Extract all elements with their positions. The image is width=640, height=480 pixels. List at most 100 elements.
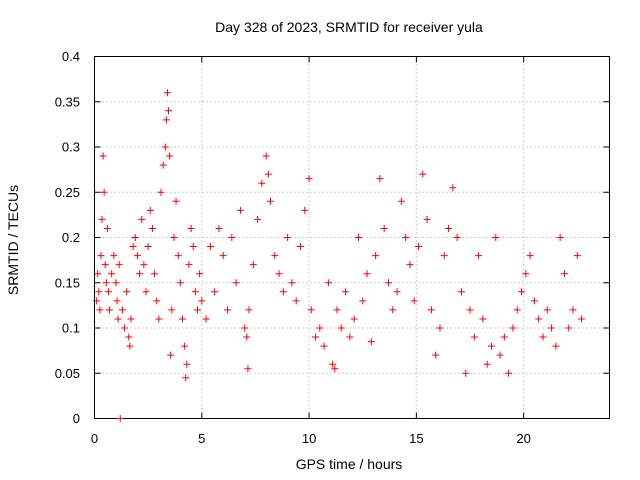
data-point [153, 297, 161, 305]
data-point [106, 306, 114, 314]
data-point [453, 234, 461, 241]
data-point [363, 270, 371, 278]
data-point [202, 315, 210, 323]
y-tick-label: 0.1 [62, 321, 80, 336]
data-point [99, 152, 107, 160]
data-point [146, 206, 154, 214]
gridlines [94, 56, 610, 419]
data-point [470, 333, 478, 341]
data-point [432, 351, 440, 359]
data-point [168, 306, 176, 314]
data-point [359, 297, 367, 305]
data-point [228, 234, 236, 241]
data-point [114, 315, 122, 323]
data-point [423, 215, 431, 223]
data-point [530, 297, 538, 305]
data-point [258, 179, 266, 187]
data-point [462, 369, 470, 377]
data-point [279, 288, 287, 296]
data-point [288, 279, 296, 287]
data-point [194, 306, 201, 314]
data-point [110, 252, 118, 260]
data-point [123, 288, 131, 296]
data-point [445, 224, 453, 232]
data-point [103, 224, 111, 232]
data-point [138, 215, 146, 223]
data-point [500, 333, 508, 341]
x-tick-label: 20 [516, 431, 530, 446]
x-axis-title: GPS time / hours [296, 456, 403, 472]
data-point [518, 288, 526, 296]
data-point [187, 224, 195, 232]
x-tick-label: 10 [302, 431, 316, 446]
data-point [384, 279, 392, 287]
data-point [121, 324, 129, 332]
x-tick-label: 0 [91, 431, 98, 446]
data-point [162, 116, 170, 124]
data-point [492, 234, 500, 241]
data-point [97, 252, 105, 260]
data-point [166, 152, 174, 160]
data-point [155, 315, 163, 323]
data-point [249, 261, 257, 269]
data-point [560, 270, 568, 278]
data-point [148, 224, 156, 232]
data-point [198, 297, 206, 305]
y-tick-label: 0.2 [62, 230, 80, 245]
data-points [93, 89, 586, 422]
data-point [569, 306, 577, 314]
data-point [552, 342, 560, 350]
data-point [483, 360, 491, 368]
data-point [126, 342, 134, 350]
x-tick-label: 15 [409, 431, 423, 446]
data-point [167, 351, 175, 359]
data-point [275, 270, 283, 278]
data-point [144, 243, 152, 251]
y-tick-label: 0.35 [55, 94, 80, 109]
data-point [410, 297, 418, 305]
data-point [415, 243, 423, 251]
data-point [312, 333, 320, 341]
data-point [142, 288, 150, 296]
data-point [284, 234, 292, 241]
y-tick-label: 0.25 [55, 185, 80, 200]
data-point [376, 175, 384, 183]
data-point [96, 306, 104, 314]
data-point [191, 288, 199, 296]
data-point [185, 261, 193, 269]
data-point [505, 369, 513, 377]
data-point [264, 170, 272, 178]
data-point [163, 89, 171, 97]
data-point [112, 279, 120, 287]
y-axis-title: SRMTID / TECUs [5, 185, 21, 295]
data-point [176, 279, 184, 287]
data-point [466, 306, 474, 314]
data-point [573, 252, 581, 260]
data-point [496, 351, 504, 359]
data-point [449, 184, 457, 192]
data-point [108, 270, 116, 278]
data-point [367, 338, 375, 346]
data-point [243, 333, 251, 341]
data-point [292, 297, 300, 305]
data-point [101, 261, 109, 269]
data-point [254, 215, 262, 223]
y-tick-label: 0.15 [55, 275, 80, 290]
x-tick-label: 5 [198, 431, 205, 446]
data-point [93, 297, 101, 305]
data-point [337, 324, 345, 332]
data-point [140, 261, 148, 269]
y-tick-label: 0 [73, 411, 80, 426]
data-point [94, 270, 102, 278]
data-point [211, 288, 219, 296]
data-point [232, 279, 240, 287]
data-point [262, 152, 270, 160]
data-point [236, 206, 244, 214]
data-point [535, 315, 543, 323]
data-point [389, 306, 397, 314]
data-point [266, 197, 274, 205]
data-point [509, 324, 517, 332]
data-point [157, 188, 165, 196]
data-point [129, 243, 137, 251]
